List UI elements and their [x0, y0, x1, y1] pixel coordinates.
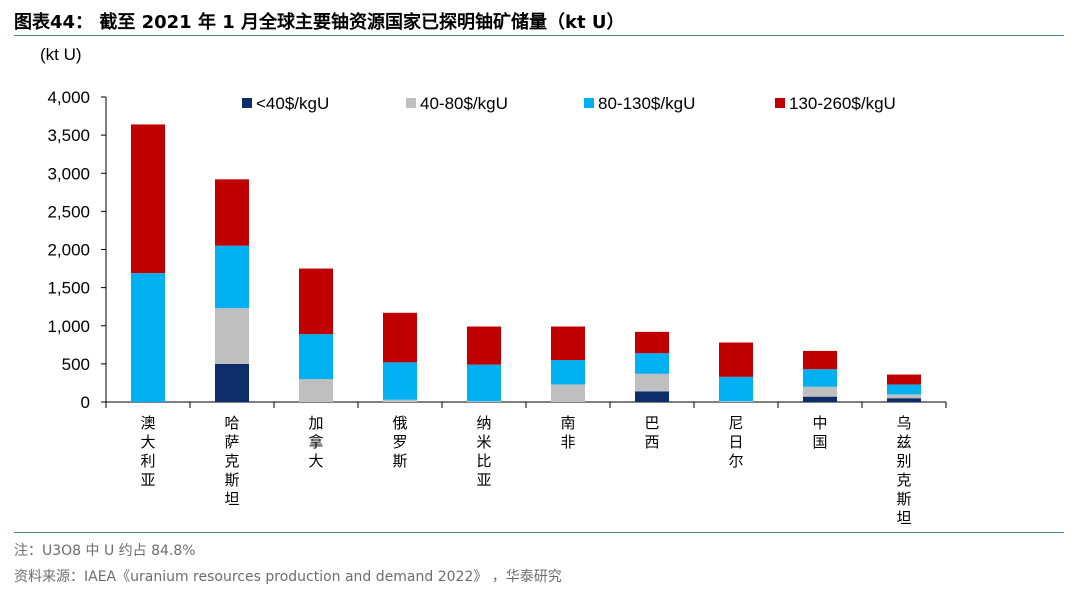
y-tick-label: 3,500 [47, 126, 90, 145]
bar-segment [803, 396, 837, 402]
legend-swatch [242, 98, 252, 108]
legend-label: 40-80$/kgU [420, 94, 508, 113]
legend-label: 130-260$/kgU [789, 94, 896, 113]
bar-segment [887, 374, 921, 385]
bar-segment [131, 273, 165, 402]
bar-segment [299, 379, 333, 402]
x-tick-label: 中国 [812, 414, 827, 451]
y-tick-label: 1,000 [47, 317, 90, 336]
bar-segment [215, 245, 249, 309]
legend-label: <40$/kgU [256, 94, 329, 113]
x-tick-label: 尼日尔 [728, 414, 743, 470]
y-tick-label: 0 [81, 393, 90, 412]
bar-segment [215, 363, 249, 402]
y-tick-label: 2,000 [47, 241, 90, 260]
legend-swatch [584, 98, 594, 108]
bar-segment [551, 360, 585, 385]
axes: 0 500 1,000 1,500 2,000 2,500 3,000 3,500 4,000 澳… [47, 88, 947, 527]
bar-segment [635, 373, 669, 392]
bar-segment [467, 364, 501, 402]
bar-segment [803, 386, 837, 397]
legend-swatch [775, 98, 785, 108]
bar-segment [719, 376, 753, 402]
bar-segment [719, 342, 753, 377]
bar-segment [887, 394, 921, 399]
y-tick-label: 1,500 [47, 279, 90, 298]
title-divider [14, 35, 1064, 36]
bar-segment [803, 369, 837, 387]
bar-segment [131, 124, 165, 274]
bar-segment [803, 350, 837, 370]
footer-divider [14, 532, 1064, 533]
legend-label: 80-130$/kgU [598, 94, 695, 113]
legend: <40$/kgU 40-80$/kgU 80-130$/kgU 130-260$/kg… [242, 94, 896, 113]
bar-segment [551, 384, 585, 402]
y-tick-label: 2,500 [47, 202, 90, 221]
bar-segment [467, 326, 501, 365]
x-tick-label: 南非 [560, 414, 575, 451]
x-tick-label: 哈萨克斯坦 [224, 414, 239, 508]
bar-segment [299, 334, 333, 380]
bar-segment [383, 399, 417, 402]
bar-segment [887, 384, 921, 395]
bar-segment [215, 308, 249, 364]
bar-segment [215, 179, 249, 246]
y-tick-label: 500 [62, 355, 90, 374]
bar-segment [551, 326, 585, 361]
bar-segment [383, 312, 417, 363]
y-tick-label: 3,000 [47, 164, 90, 183]
bar-segment [635, 391, 669, 402]
bar-segment [887, 398, 921, 402]
footnote: 注：U3O8 中 U 约占 84.8% [14, 543, 196, 559]
source-text: 资料来源：IAEA《uranium resources production a… [14, 569, 562, 585]
bar-segment [383, 362, 417, 400]
x-tick-label: 乌兹别克斯坦 [896, 414, 911, 527]
x-tick-label: 纳米比亚 [476, 414, 491, 489]
legend-swatch [406, 98, 416, 108]
bar-segment [467, 401, 501, 402]
bar-segment [635, 353, 669, 374]
chart-title: 图表44： 截至 2021 年 1 月全球主要铀资源国家已探明铀矿储量（kt U… [14, 12, 625, 33]
y-unit-label: (kt U) [40, 45, 82, 64]
bar-segment [719, 401, 753, 402]
bars [131, 124, 921, 402]
y-tick-label: 4,000 [47, 88, 90, 107]
x-tick-label: 加拿大 [308, 414, 323, 470]
x-tick-label: 澳大利亚 [140, 414, 155, 489]
x-tick-label: 俄罗斯 [392, 414, 407, 470]
bar-segment [299, 268, 333, 335]
x-tick-label: 巴西 [644, 414, 659, 451]
bar-segment [635, 331, 669, 354]
